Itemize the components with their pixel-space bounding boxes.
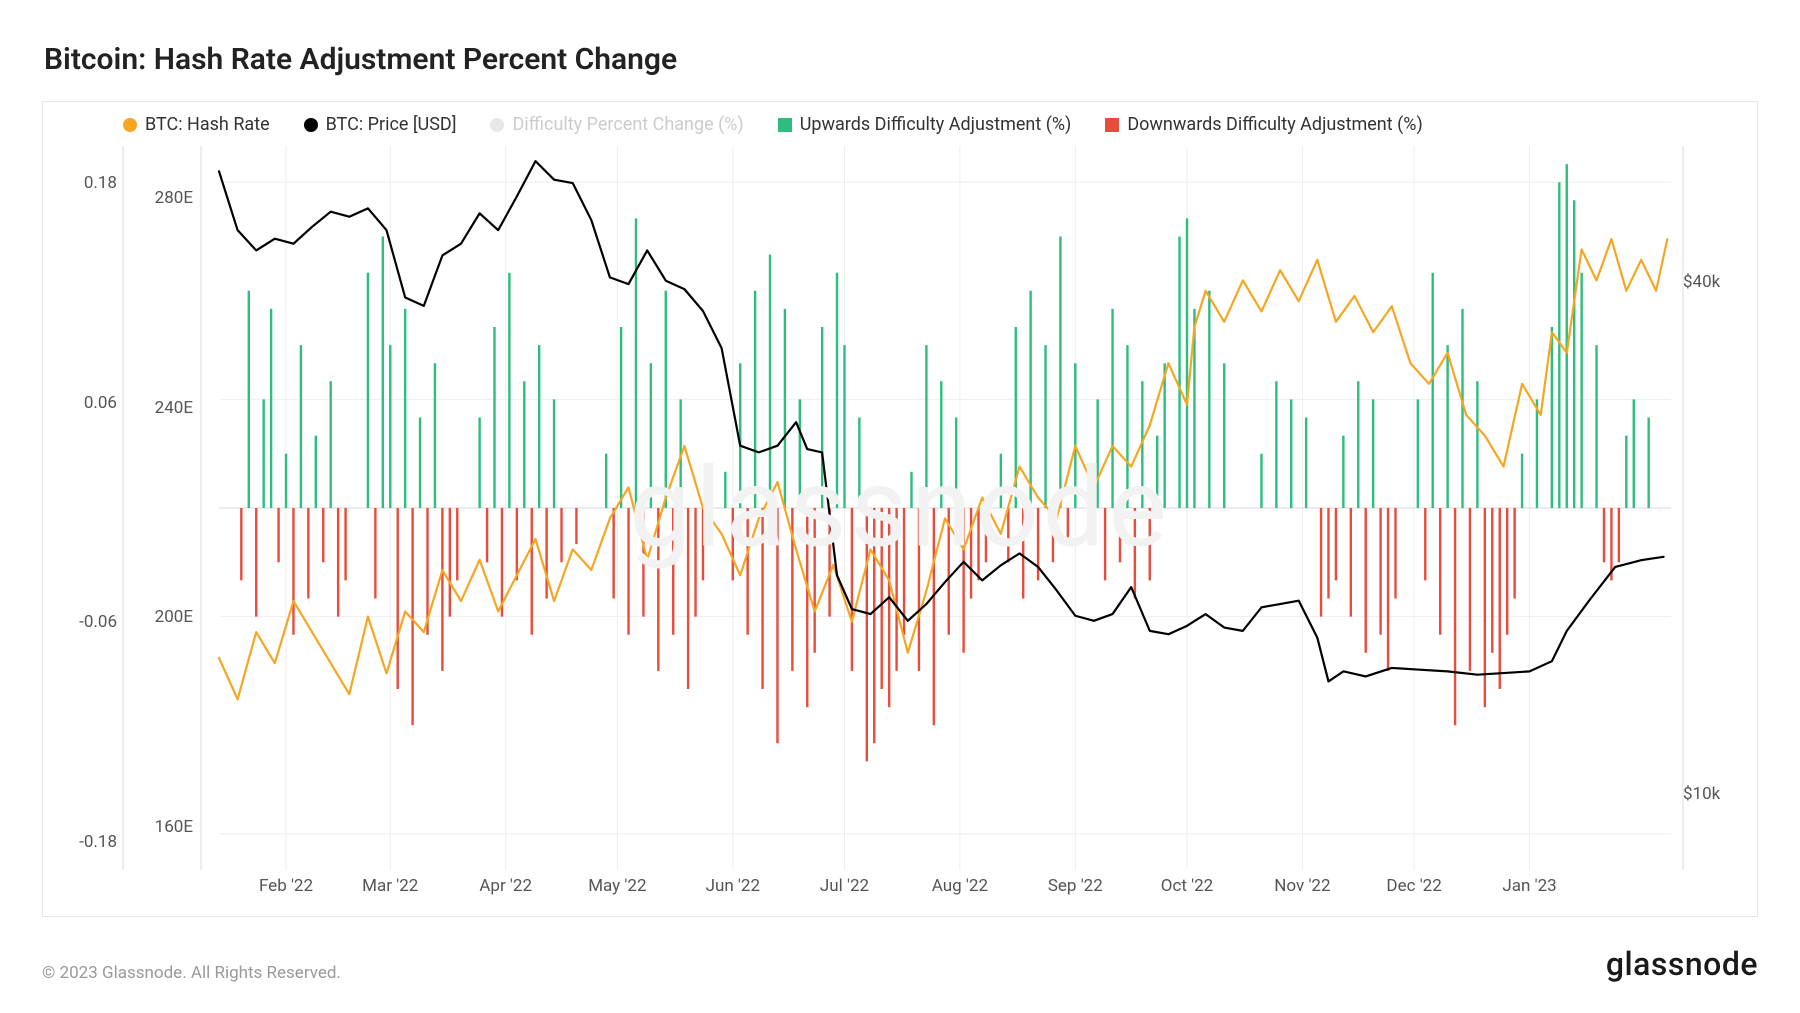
chart-svg	[43, 146, 1757, 870]
chart-frame: BTC: Hash Rate BTC: Price [USD] Difficulty…	[42, 101, 1758, 917]
legend-swatch	[778, 118, 792, 132]
brand-logo: glassnode	[1606, 945, 1758, 983]
axis-tick-label: Aug '22	[932, 876, 988, 896]
legend-item[interactable]: Difficulty Percent Change (%)	[490, 114, 743, 135]
legend-swatch	[304, 118, 318, 132]
legend-label: Downwards Difficulty Adjustment (%)	[1127, 114, 1422, 135]
legend-swatch	[123, 118, 137, 132]
legend-label: BTC: Hash Rate	[145, 114, 270, 135]
legend-item[interactable]: BTC: Price [USD]	[304, 114, 457, 135]
legend-label: Difficulty Percent Change (%)	[512, 114, 743, 135]
legend-item[interactable]: Downwards Difficulty Adjustment (%)	[1105, 114, 1422, 135]
axis-tick-label: May '22	[588, 876, 646, 896]
axis-tick-label: Feb '22	[259, 876, 313, 896]
axis-tick-label: Jul '22	[820, 876, 869, 896]
copyright-text: © 2023 Glassnode. All Rights Reserved.	[42, 963, 341, 983]
legend-label: BTC: Price [USD]	[326, 114, 457, 135]
axis-tick-label: Dec '22	[1386, 876, 1441, 896]
x-axis: Feb '22 Mar '22 Apr '22 May '22 Jun '22 Jul '…	[43, 876, 1757, 900]
axis-tick-label: Jan '23	[1502, 876, 1556, 896]
axis-tick-label: Mar '22	[362, 876, 418, 896]
chart-title: Bitcoin: Hash Rate Adjustment Percent Ch…	[44, 42, 1758, 77]
legend-item[interactable]: Upwards Difficulty Adjustment (%)	[778, 114, 1072, 135]
legend-swatch	[1105, 118, 1119, 132]
axis-tick-label: Apr '22	[479, 876, 532, 896]
axis-tick-label: Oct '22	[1161, 876, 1213, 896]
plot-area: glassnode	[43, 146, 1757, 870]
axis-tick-label: Nov '22	[1274, 876, 1330, 896]
chart-legend: BTC: Hash Rate BTC: Price [USD] Difficulty…	[43, 102, 1757, 141]
legend-item[interactable]: BTC: Hash Rate	[123, 114, 270, 135]
legend-label: Upwards Difficulty Adjustment (%)	[800, 114, 1072, 135]
axis-tick-label: Jun '22	[706, 876, 760, 896]
legend-swatch	[490, 118, 504, 132]
axis-tick-label: Sep '22	[1048, 876, 1103, 896]
